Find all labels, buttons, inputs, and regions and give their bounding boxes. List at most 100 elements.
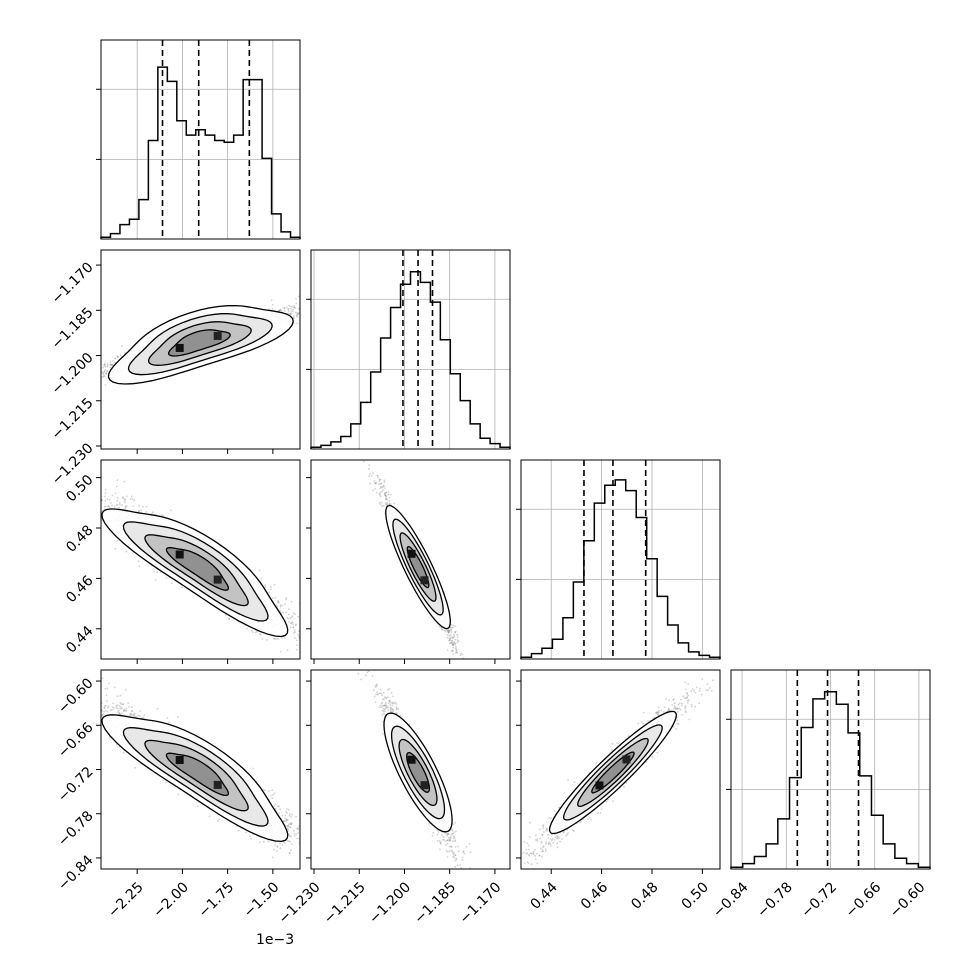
sample-point <box>246 627 248 630</box>
sample-point <box>273 637 276 640</box>
sample-point <box>304 647 306 649</box>
sample-point <box>83 505 85 507</box>
sample-point <box>96 690 98 692</box>
sample-point <box>456 641 459 644</box>
sample-point <box>295 639 298 642</box>
sample-point <box>95 365 97 367</box>
sample-point <box>452 626 454 629</box>
sample-point <box>277 601 280 604</box>
sample-point <box>96 381 98 383</box>
sample-point <box>281 637 283 639</box>
sample-point <box>450 641 453 644</box>
sample-point <box>288 823 290 826</box>
sample-point <box>384 494 387 497</box>
sample-point <box>453 635 456 638</box>
sample-point <box>297 615 300 618</box>
sample-point <box>444 630 447 633</box>
sample-point <box>279 604 282 607</box>
sample-point <box>121 345 123 347</box>
density-core <box>420 576 429 585</box>
sample-point <box>88 372 90 374</box>
sample-point <box>109 363 112 366</box>
sample-point <box>290 823 293 826</box>
sample-point <box>125 505 128 508</box>
sample-point <box>114 357 117 360</box>
sample-point <box>273 583 276 586</box>
sample-point <box>383 481 386 484</box>
sample-point <box>156 571 159 574</box>
sample-point <box>376 474 379 477</box>
sample-point <box>390 493 392 496</box>
sample-point <box>291 621 294 624</box>
sample-point <box>291 843 293 846</box>
sample-point <box>452 649 454 652</box>
sample-point <box>452 644 455 647</box>
sample-point <box>371 456 373 458</box>
sample-point <box>446 630 449 632</box>
sample-point <box>145 506 148 508</box>
sample-point <box>285 598 288 601</box>
sample-point <box>294 637 296 639</box>
sample-point <box>152 511 154 514</box>
sample-point <box>169 509 172 512</box>
sample-point <box>386 498 389 501</box>
sample-point <box>281 604 284 607</box>
sample-point <box>330 846 332 848</box>
sample-point <box>302 632 304 634</box>
sample-point <box>452 641 455 644</box>
sample-point <box>142 505 144 508</box>
sample-point <box>296 312 299 314</box>
sample-point <box>101 715 103 717</box>
sample-point <box>120 703 123 705</box>
sample-point <box>301 315 303 317</box>
sample-point <box>103 370 105 373</box>
sample-point <box>385 494 387 497</box>
sample-point <box>120 706 122 708</box>
sample-point <box>453 633 455 636</box>
sample-point <box>114 357 116 360</box>
sample-point <box>302 304 304 306</box>
sample-point <box>449 634 452 636</box>
sample-point <box>326 305 328 307</box>
sample-point <box>118 711 121 714</box>
panel-frame <box>100 459 301 660</box>
sample-point <box>90 497 92 499</box>
sample-point <box>292 623 295 626</box>
sample-point <box>105 372 108 375</box>
sample-point <box>290 622 293 624</box>
sample-point <box>278 309 281 312</box>
sample-point <box>252 631 254 634</box>
sample-point <box>251 629 253 632</box>
sample-point <box>269 588 272 591</box>
sample-point <box>287 613 290 616</box>
sample-point <box>289 822 292 825</box>
sample-point <box>104 369 106 371</box>
sample-point <box>292 829 295 832</box>
sample-point <box>289 840 291 843</box>
sample-point <box>112 360 114 362</box>
sample-point <box>284 603 286 606</box>
panel-content <box>362 456 465 659</box>
sample-point <box>304 625 306 627</box>
sample-point <box>446 634 449 636</box>
sample-point <box>452 636 455 639</box>
sample-point <box>255 630 258 633</box>
sample-point <box>127 702 130 704</box>
sample-point <box>98 515 100 517</box>
panel-frame <box>310 459 511 660</box>
sample-point <box>104 499 107 502</box>
sample-point <box>104 373 107 375</box>
sample-point <box>277 600 280 603</box>
sample-point <box>110 363 113 366</box>
sample-point <box>388 502 391 505</box>
sample-point <box>293 629 296 631</box>
sample-point <box>294 624 297 626</box>
sample-point <box>296 648 298 651</box>
sample-point <box>362 460 365 463</box>
sample-point <box>374 482 376 484</box>
sample-point <box>123 709 126 711</box>
sample-point <box>105 371 108 374</box>
sample-point <box>288 304 290 307</box>
sample-point <box>454 625 456 628</box>
sample-point <box>454 631 456 634</box>
